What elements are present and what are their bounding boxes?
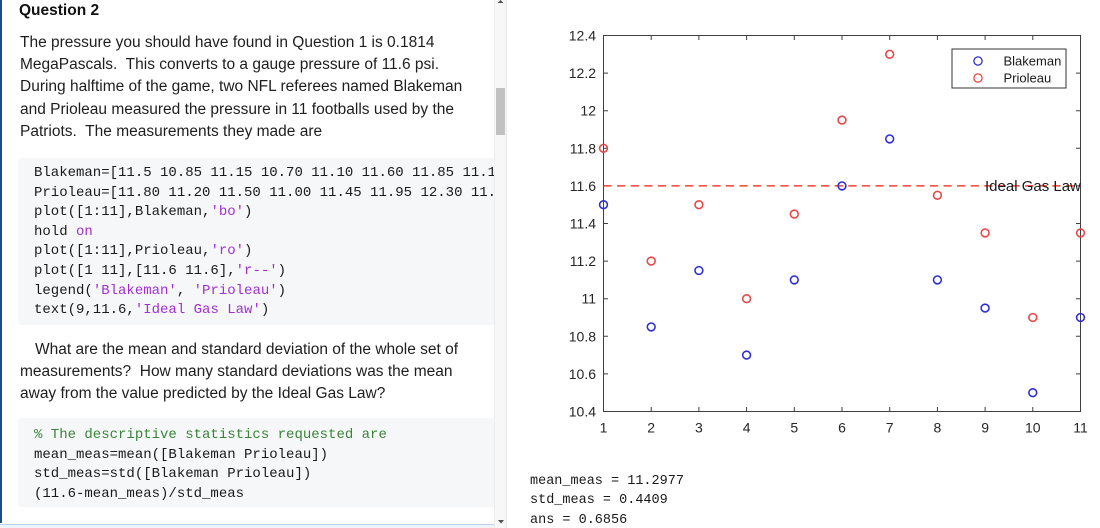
svg-text:1: 1	[600, 420, 608, 436]
svg-text:4: 4	[743, 420, 751, 436]
svg-text:2: 2	[647, 420, 655, 436]
svg-text:10: 10	[1025, 420, 1041, 436]
svg-text:12: 12	[580, 103, 596, 119]
svg-text:6: 6	[838, 420, 846, 436]
svg-text:11.4: 11.4	[570, 216, 596, 232]
svg-text:5: 5	[790, 420, 798, 436]
svg-text:Ideal Gas Law: Ideal Gas Law	[985, 178, 1081, 195]
svg-text:11.2: 11.2	[570, 253, 596, 269]
svg-text:Blakeman: Blakeman	[1004, 54, 1062, 69]
svg-text:10.4: 10.4	[569, 404, 596, 420]
svg-text:12.4: 12.4	[569, 28, 596, 44]
svg-text:11: 11	[1073, 420, 1088, 436]
svg-text:8: 8	[934, 420, 942, 436]
svg-text:10.8: 10.8	[569, 328, 596, 344]
svg-text:11: 11	[581, 291, 596, 307]
svg-text:11.6: 11.6	[570, 178, 596, 194]
svg-text:3: 3	[695, 420, 703, 436]
svg-text:10.6: 10.6	[569, 366, 596, 382]
svg-text:7: 7	[886, 420, 894, 436]
svg-text:9: 9	[981, 420, 989, 436]
svg-text:11.8: 11.8	[570, 140, 596, 156]
svg-text:Prioleau: Prioleau	[1004, 71, 1052, 86]
svg-text:12.2: 12.2	[569, 65, 596, 81]
